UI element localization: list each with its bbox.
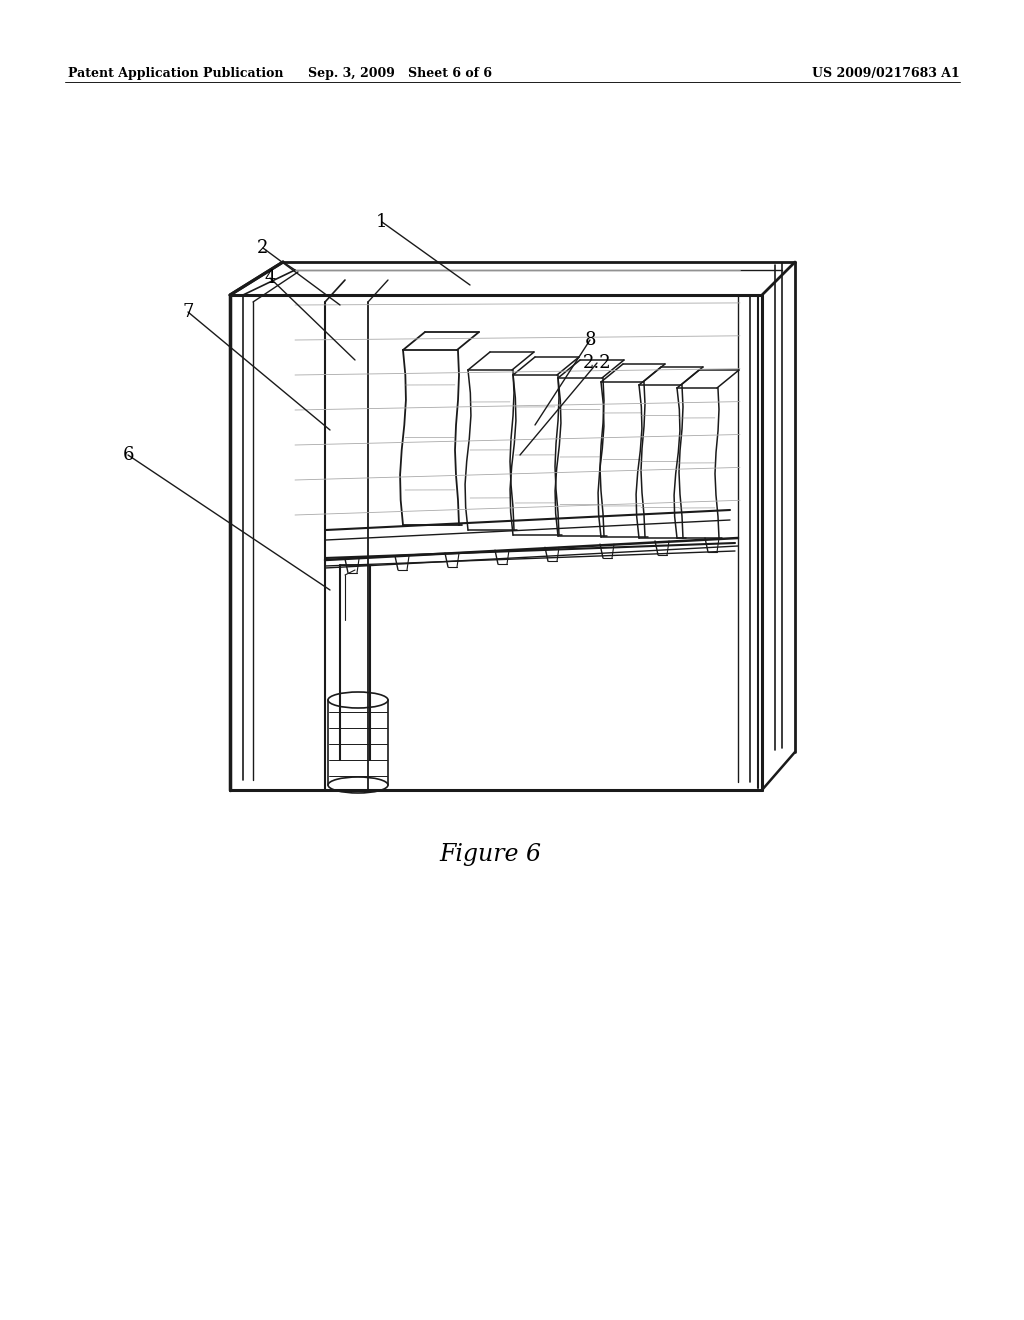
- Text: 2: 2: [257, 239, 268, 257]
- Text: Sep. 3, 2009   Sheet 6 of 6: Sep. 3, 2009 Sheet 6 of 6: [308, 66, 492, 79]
- Text: Patent Application Publication: Patent Application Publication: [68, 66, 284, 79]
- Text: 1: 1: [376, 213, 388, 231]
- Text: 4: 4: [264, 269, 275, 286]
- Text: 6: 6: [122, 446, 134, 465]
- Text: 7: 7: [182, 304, 194, 321]
- Text: US 2009/0217683 A1: US 2009/0217683 A1: [812, 66, 961, 79]
- Text: 2.2: 2.2: [583, 354, 611, 372]
- Text: 8: 8: [585, 331, 596, 348]
- Ellipse shape: [328, 692, 388, 708]
- Ellipse shape: [328, 777, 388, 793]
- Text: Figure 6: Figure 6: [439, 843, 541, 866]
